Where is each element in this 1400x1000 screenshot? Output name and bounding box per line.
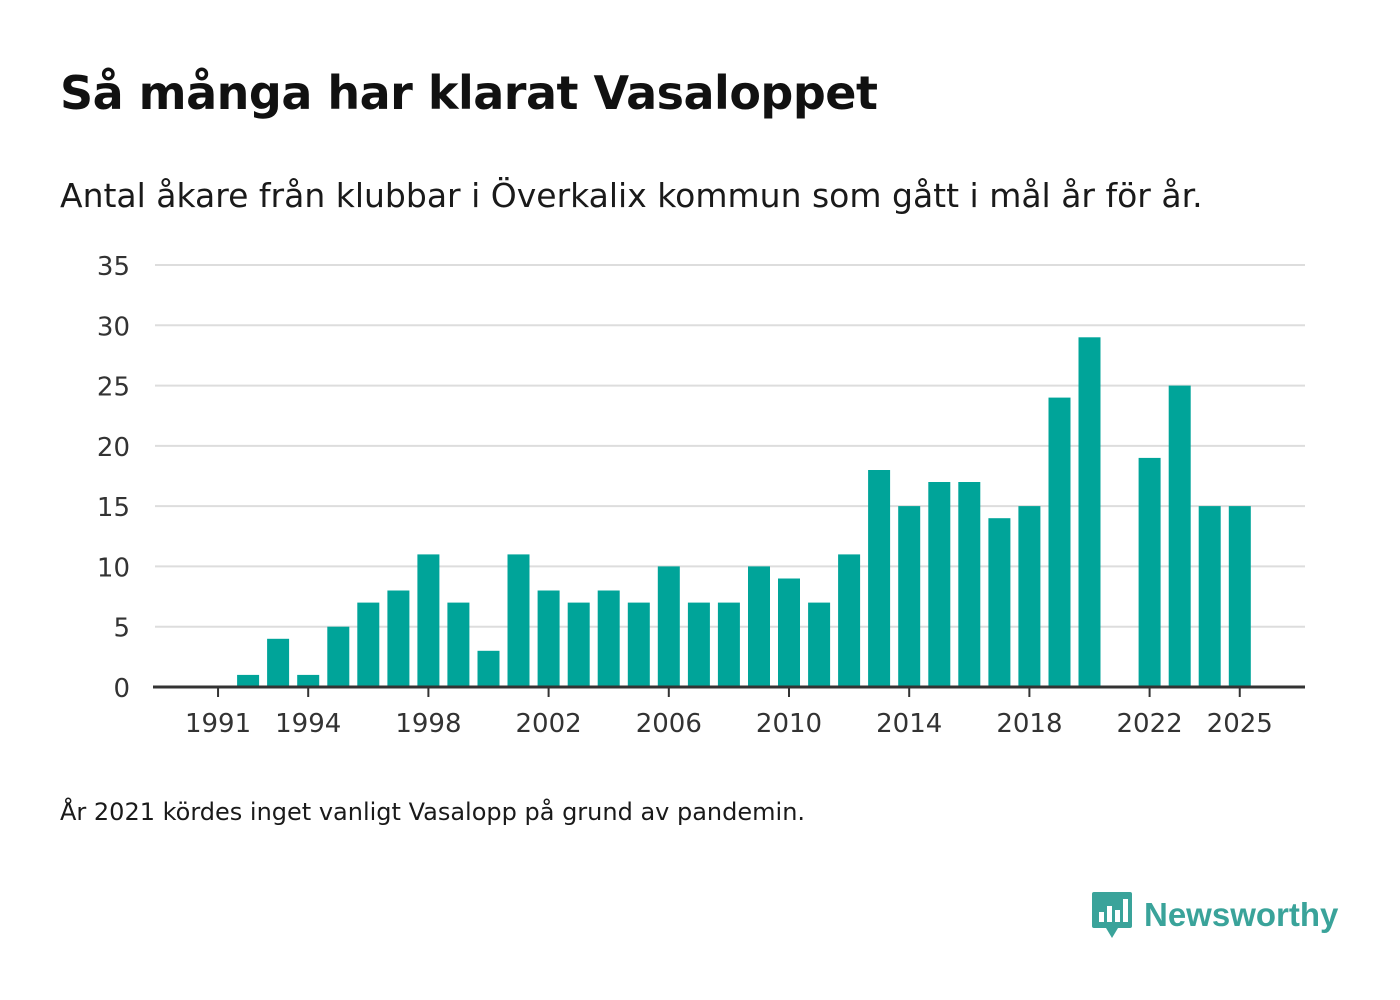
bar-2018	[1018, 506, 1041, 687]
x-axis-ticks: 1991 1994 1998 2002 2006 2010 2014 2018 2022 2025	[185, 687, 1273, 739]
bar-2013	[868, 470, 891, 687]
x-tick-label: 2010	[756, 709, 822, 739]
y-tick-label: 25	[97, 373, 130, 403]
bar-2011	[808, 602, 831, 687]
bar-1992	[237, 674, 260, 687]
x-tick-label: 2025	[1207, 709, 1273, 739]
bar-2012	[838, 554, 861, 687]
bar-2010	[778, 578, 800, 687]
bar-2003	[567, 602, 590, 687]
bar-2023	[1168, 385, 1191, 687]
bar-2004	[597, 590, 620, 687]
bar-1996	[357, 602, 380, 687]
bar-2024	[1198, 506, 1221, 687]
bar-2020	[1078, 337, 1101, 687]
bar-2022	[1138, 457, 1161, 687]
y-tick-label: 0	[113, 674, 130, 704]
brand-logo[interactable]: Newsworthy	[1090, 890, 1338, 940]
y-tick-label: 5	[113, 614, 130, 644]
bar-2008	[717, 602, 740, 687]
y-tick-label: 35	[97, 252, 130, 282]
bar-1998	[417, 554, 440, 687]
x-tick-label: 2006	[636, 709, 702, 739]
bar-2006	[657, 566, 680, 687]
y-tick-label: 20	[97, 433, 130, 463]
bar-2015	[928, 482, 951, 687]
bar-2016	[958, 482, 981, 687]
bar-2014	[898, 506, 921, 687]
x-tick-label: 1998	[395, 709, 461, 739]
bar-2017	[988, 518, 1011, 687]
y-tick-label: 10	[97, 553, 130, 583]
x-tick-label: 1991	[185, 709, 251, 739]
grid-lines	[155, 264, 1305, 628]
x-tick-label: 2022	[1117, 709, 1183, 739]
bar-2000	[477, 650, 500, 687]
bar-2001	[507, 554, 530, 687]
bar-1999	[447, 602, 470, 687]
brand-name: Newsworthy	[1144, 896, 1339, 933]
chart-subtitle: Antal åkare från klubbar i Överkalix kom…	[60, 176, 1203, 215]
bar-2002	[537, 590, 560, 687]
bar-2005	[627, 602, 650, 687]
newsworthy-logo-icon	[1092, 892, 1132, 938]
y-tick-label: 30	[97, 312, 130, 342]
x-tick-label: 2002	[516, 709, 582, 739]
chart-title: Så många har klarat Vasaloppet	[60, 66, 878, 120]
bar-2009	[748, 566, 770, 687]
x-tick-label: 2018	[996, 709, 1062, 739]
y-tick-label: 15	[97, 493, 130, 523]
bar-1993	[267, 638, 290, 687]
bar-1997	[387, 590, 410, 687]
bar-2019	[1048, 397, 1071, 687]
bar-2007	[687, 602, 710, 687]
bar-1994	[297, 674, 320, 687]
footnote: År 2021 kördes inget vanligt Vasalopp på…	[60, 798, 806, 826]
x-tick-label: 2014	[876, 709, 942, 739]
y-axis-ticks: 0 5 10 15 20 25 30 35	[97, 252, 130, 704]
x-tick-label: 1994	[275, 709, 341, 739]
bar-series	[237, 337, 1251, 687]
bar-1995	[327, 626, 350, 687]
bar-2025	[1228, 506, 1251, 687]
